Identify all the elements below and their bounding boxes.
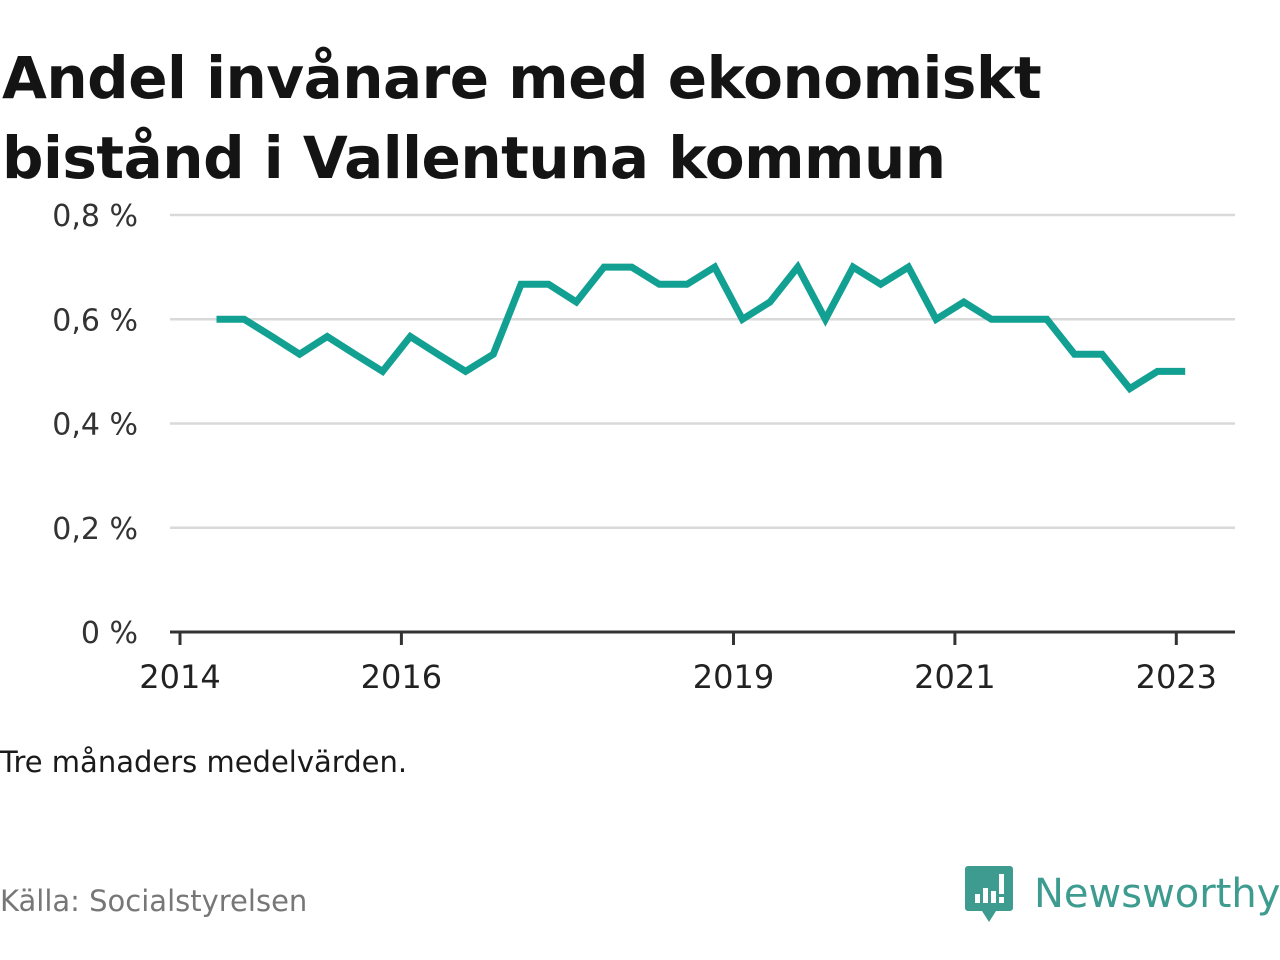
y-tick-label: 0,4 % <box>52 408 138 443</box>
y-tick-label: 0,6 % <box>52 303 138 338</box>
series-line <box>216 260 1186 394</box>
brand-name: Newsworthy <box>1034 871 1280 917</box>
x-tick-label: 2021 <box>914 658 995 696</box>
y-tick-label: 0,2 % <box>52 512 138 547</box>
x-tick-label: 2023 <box>1136 658 1217 696</box>
line-chart: 0 % 0,2 % 0,4 % 0,6 % 0,8 % 2014 2016 2019 2021… <box>52 199 1235 696</box>
x-tick-label: 2014 <box>139 658 220 696</box>
y-tick-label: 0 % <box>81 616 138 651</box>
chart-note: Tre månaders medelvärden. <box>0 745 408 779</box>
chart-title: Andel invånare med ekonomiskt bistånd i … <box>2 44 1042 192</box>
x-tick-label: 2016 <box>361 658 442 696</box>
grid-lines <box>170 213 1235 529</box>
x-tick-label: 2019 <box>693 658 774 696</box>
newsworthy-logo-icon <box>965 866 1013 922</box>
series-layer <box>216 260 1186 394</box>
y-tick-label: 0,8 % <box>52 199 138 234</box>
x-axis: 2014 2016 2019 2021 2023 <box>139 630 1235 696</box>
y-axis-ticks: 0 % 0,2 % 0,4 % 0,6 % 0,8 % <box>52 199 138 651</box>
brand-logo[interactable]: Newsworthy <box>964 862 1280 926</box>
source-credit: Källa: Socialstyrelsen <box>0 884 308 918</box>
